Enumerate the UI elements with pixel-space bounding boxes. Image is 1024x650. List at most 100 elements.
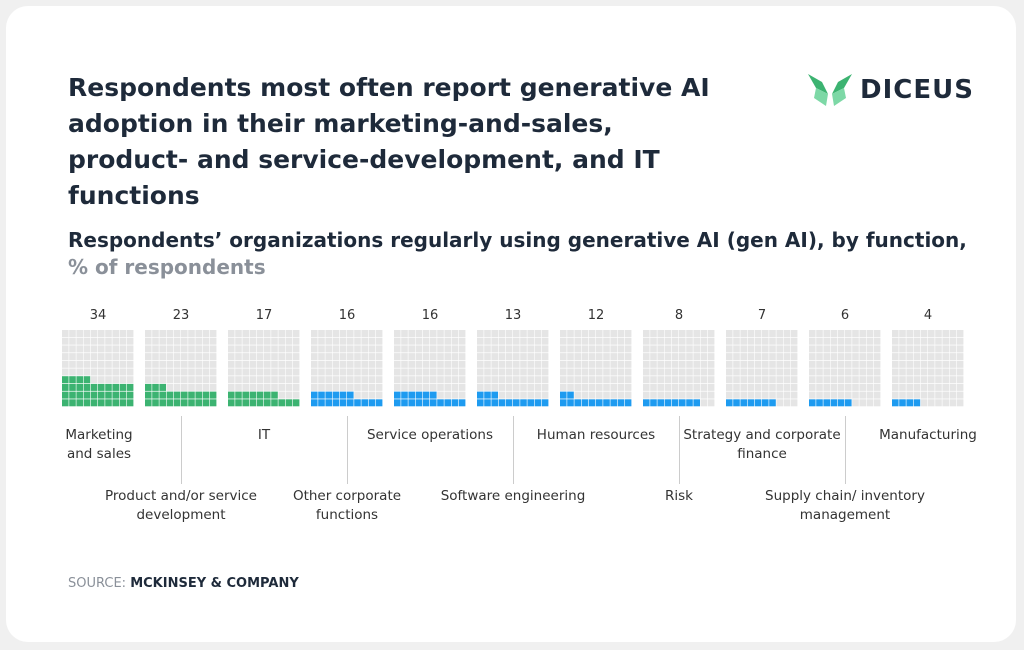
filled-cell — [733, 399, 740, 407]
empty-cell — [354, 330, 361, 337]
filled-cell — [145, 399, 152, 407]
empty-cell — [603, 353, 610, 361]
empty-cell — [311, 376, 318, 384]
empty-cell — [415, 330, 423, 337]
empty-cell — [942, 360, 949, 368]
empty-cell — [375, 330, 383, 337]
empty-cell — [664, 368, 672, 376]
empty-cell — [873, 391, 881, 399]
empty-cell — [444, 368, 451, 376]
empty-cell — [98, 337, 105, 345]
empty-cell — [837, 345, 845, 353]
empty-cell — [90, 337, 98, 345]
empty-cell — [126, 353, 134, 361]
empty-cell — [859, 399, 866, 407]
empty-cell — [408, 383, 415, 391]
empty-cell — [159, 337, 166, 345]
empty-cell — [671, 345, 679, 353]
empty-cell — [776, 391, 783, 399]
filled-cell — [119, 383, 127, 391]
empty-cell — [617, 353, 625, 361]
empty-cell — [603, 391, 610, 399]
category-label: Product and/or service development — [105, 488, 257, 523]
empty-cell — [195, 383, 202, 391]
empty-cell — [69, 345, 76, 353]
empty-cell — [318, 383, 325, 391]
empty-cell — [899, 368, 906, 376]
filled-cell — [567, 399, 574, 407]
empty-cell — [935, 376, 942, 384]
empty-cell — [892, 383, 899, 391]
empty-cell — [679, 391, 686, 399]
empty-cell — [650, 330, 657, 337]
empty-cell — [852, 399, 859, 407]
filled-cell — [823, 399, 830, 407]
empty-cell — [845, 360, 852, 368]
empty-cell — [249, 330, 257, 337]
empty-cell — [188, 353, 195, 361]
empty-cell — [278, 330, 285, 337]
category-label: Supply chain/ inventory management — [765, 488, 925, 523]
empty-cell — [112, 360, 119, 368]
empty-cell — [866, 330, 874, 337]
empty-cell — [491, 353, 498, 361]
empty-cell — [513, 391, 520, 399]
empty-cell — [823, 360, 830, 368]
empty-cell — [603, 337, 610, 345]
empty-cell — [830, 353, 838, 361]
filled-cell — [112, 391, 119, 399]
filled-cell — [325, 399, 332, 407]
empty-cell — [513, 353, 520, 361]
filled-cell — [292, 399, 300, 407]
empty-cell — [354, 376, 361, 384]
filled-cell — [159, 399, 166, 407]
empty-cell — [837, 376, 845, 384]
empty-cell — [852, 330, 859, 337]
empty-cell — [361, 337, 368, 345]
empty-cell — [311, 360, 318, 368]
empty-cell — [318, 353, 325, 361]
empty-cell — [809, 330, 816, 337]
empty-cell — [610, 330, 617, 337]
empty-cell — [332, 376, 340, 384]
empty-cell — [375, 383, 383, 391]
empty-cell — [816, 376, 823, 384]
empty-cell — [311, 345, 318, 353]
empty-cell — [859, 368, 866, 376]
empty-cell — [98, 368, 105, 376]
empty-cell — [408, 360, 415, 368]
empty-cell — [332, 337, 340, 345]
empty-cell — [541, 345, 549, 353]
empty-cell — [126, 337, 134, 345]
empty-cell — [271, 376, 278, 384]
empty-cell — [935, 330, 942, 337]
empty-cell — [520, 376, 527, 384]
empty-cell — [76, 337, 83, 345]
empty-cell — [574, 376, 581, 384]
empty-cell — [430, 376, 437, 384]
empty-cell — [513, 330, 520, 337]
filled-cell — [69, 376, 76, 384]
empty-cell — [574, 345, 581, 353]
empty-cell — [264, 368, 271, 376]
empty-cell — [534, 391, 542, 399]
empty-cell — [747, 345, 755, 353]
empty-cell — [145, 368, 152, 376]
empty-cell — [339, 383, 347, 391]
empty-cell — [361, 353, 368, 361]
empty-cell — [664, 360, 672, 368]
empty-cell — [242, 368, 249, 376]
empty-cell — [292, 360, 300, 368]
empty-cell — [458, 376, 466, 384]
empty-cell — [119, 330, 127, 337]
filled-cell — [76, 383, 83, 391]
empty-cell — [762, 376, 769, 384]
empty-cell — [354, 353, 361, 361]
empty-cell — [527, 391, 534, 399]
empty-cell — [783, 383, 791, 391]
empty-cell — [76, 360, 83, 368]
empty-cell — [899, 376, 906, 384]
filled-cell — [444, 399, 451, 407]
empty-cell — [430, 360, 437, 368]
empty-cell — [264, 330, 271, 337]
